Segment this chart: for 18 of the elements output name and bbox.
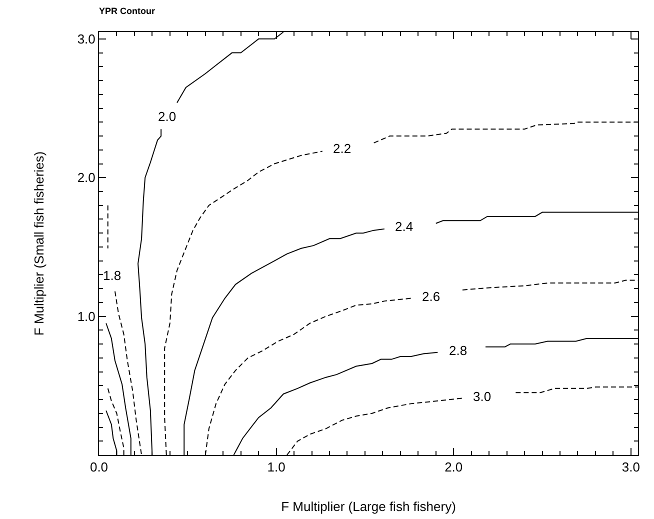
line-series [462, 280, 638, 290]
y-axis-title: F Multiplier (Small fish fisheries) [31, 151, 46, 336]
chart-title: YPR Contour [99, 6, 156, 16]
x-axis-title: F Multiplier (Large fish fishery) [281, 499, 456, 514]
y-tick-label: 3.0 [77, 31, 96, 46]
y-tick-label: 1.0 [77, 308, 96, 324]
x-tick-label: 0.0 [90, 460, 108, 475]
y-tick-label: 2.0 [77, 170, 96, 186]
annotation: 2.2 [333, 141, 352, 156]
annotation: 2.0 [158, 109, 176, 124]
x-tick-label: 1.0 [267, 460, 286, 475]
x-tick-label: 2.0 [444, 460, 463, 475]
annotation: 2.6 [422, 289, 440, 304]
annotation: 1.8 [103, 268, 122, 283]
x-tick-label: 3.0 [622, 460, 640, 475]
annotation: 2.4 [395, 219, 414, 234]
annotation: 2.8 [449, 343, 468, 358]
annotation: 3.0 [473, 389, 492, 404]
